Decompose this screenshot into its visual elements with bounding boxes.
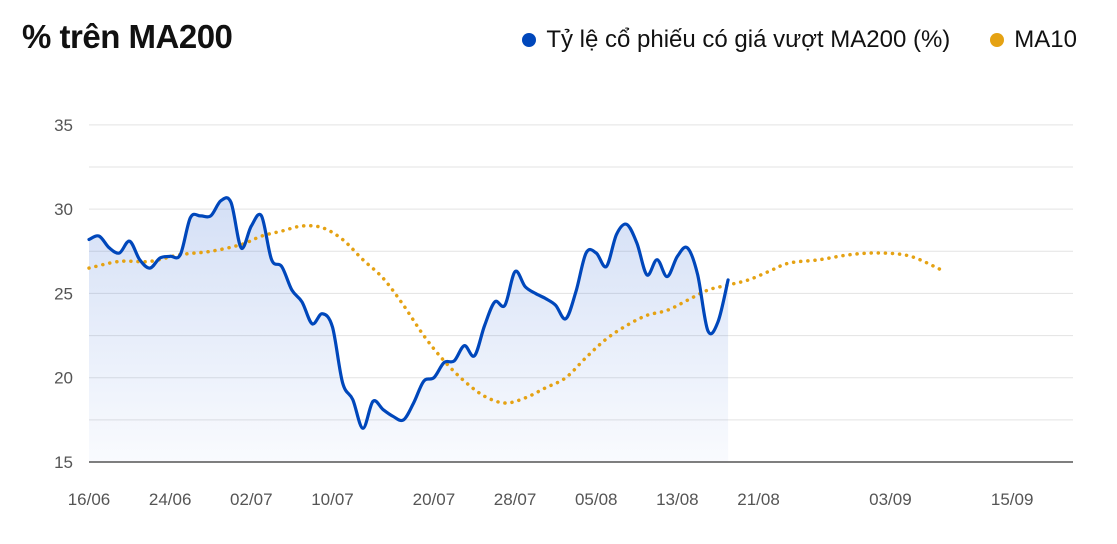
x-tick-label: 15/09 (991, 490, 1034, 509)
y-tick-label: 25 (54, 284, 73, 303)
legend-dot-ma10 (990, 33, 1005, 47)
y-tick-label: 20 (54, 369, 73, 388)
x-tick-label: 20/07 (413, 490, 456, 509)
legend-label-ma10: MA10 (1014, 26, 1077, 53)
x-tick-label: 10/07 (311, 490, 354, 509)
legend-item-ma10[interactable]: MA10 (990, 26, 1077, 54)
series-line-ma10 (87, 223, 943, 405)
y-tick-label: 30 (54, 200, 73, 219)
chart-legend: Tỷ lệ cổ phiếu có giá vượt MA200 (%) MA1… (522, 26, 1077, 54)
legend-item-main[interactable]: Tỷ lệ cổ phiếu có giá vượt MA200 (%) (522, 26, 950, 54)
legend-label-main: Tỷ lệ cổ phiếu có giá vượt MA200 (%) (546, 26, 951, 53)
x-tick-label: 05/08 (575, 490, 618, 509)
chart-title: % trên MA200 (22, 18, 233, 55)
series-line-main (87, 196, 730, 430)
x-tick-label: 24/06 (149, 490, 192, 509)
x-tick-label: 03/09 (869, 490, 912, 509)
x-tick-label: 21/08 (737, 490, 780, 509)
series-area-main (89, 197, 729, 462)
x-tick-label: 28/07 (494, 490, 537, 509)
x-tick-label: 13/08 (656, 490, 699, 509)
x-tick-label: 02/07 (230, 490, 273, 509)
legend-dot-main (522, 33, 537, 47)
x-tick-label: 16/06 (68, 490, 111, 509)
y-tick-label: 35 (54, 116, 73, 135)
y-tick-label: 15 (54, 453, 73, 472)
